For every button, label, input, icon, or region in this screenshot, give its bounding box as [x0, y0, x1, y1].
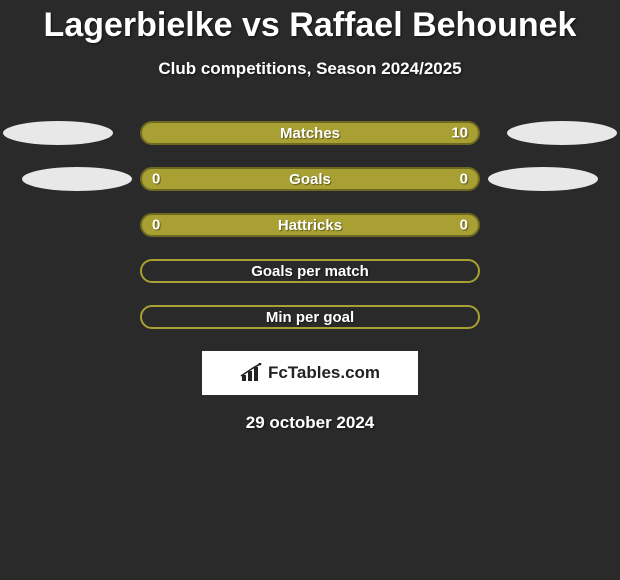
stat-bar: Matches 10	[140, 121, 480, 145]
stat-right-value: 0	[460, 171, 468, 188]
left-ellipse	[22, 167, 132, 191]
stat-label: Goals	[289, 171, 331, 188]
stat-row: Matches 10	[0, 121, 620, 145]
stat-right-value: 0	[460, 217, 468, 234]
stat-bar: 0 Goals 0	[140, 167, 480, 191]
stat-row: 0 Goals 0	[0, 167, 620, 191]
stat-right-value: 10	[451, 125, 468, 142]
stat-left-value: 0	[152, 217, 160, 234]
brand-text: FcTables.com	[268, 363, 380, 383]
stat-bar: 0 Hattricks 0	[140, 213, 480, 237]
right-ellipse	[507, 121, 617, 145]
stat-label: Goals per match	[251, 263, 369, 280]
stat-row: 0 Hattricks 0	[0, 213, 620, 237]
player2-name: Raffael Behounek	[289, 6, 576, 44]
stat-bar: Goals per match	[140, 259, 480, 283]
stat-label: Hattricks	[278, 217, 342, 234]
bar-chart-icon	[240, 363, 264, 383]
player1-name: Lagerbielke	[44, 6, 233, 44]
stat-bar: Min per goal	[140, 305, 480, 329]
stat-label: Matches	[280, 125, 340, 142]
vs-separator: vs	[242, 6, 280, 44]
stat-rows: Matches 10 0 Goals 0 0 Hattricks 0 Goals per mat…	[0, 121, 620, 329]
stat-row: Min per goal	[0, 305, 620, 329]
page-title: Lagerbielke vs Raffael Behounek	[0, 6, 620, 45]
stat-label: Min per goal	[266, 309, 354, 326]
date-label: 29 october 2024	[0, 413, 620, 433]
brand-badge: FcTables.com	[202, 351, 418, 395]
right-ellipse	[488, 167, 598, 191]
stat-row: Goals per match	[0, 259, 620, 283]
subtitle: Club competitions, Season 2024/2025	[0, 59, 620, 79]
left-ellipse	[3, 121, 113, 145]
stat-left-value: 0	[152, 171, 160, 188]
comparison-infographic: Lagerbielke vs Raffael Behounek Club com…	[0, 0, 620, 433]
